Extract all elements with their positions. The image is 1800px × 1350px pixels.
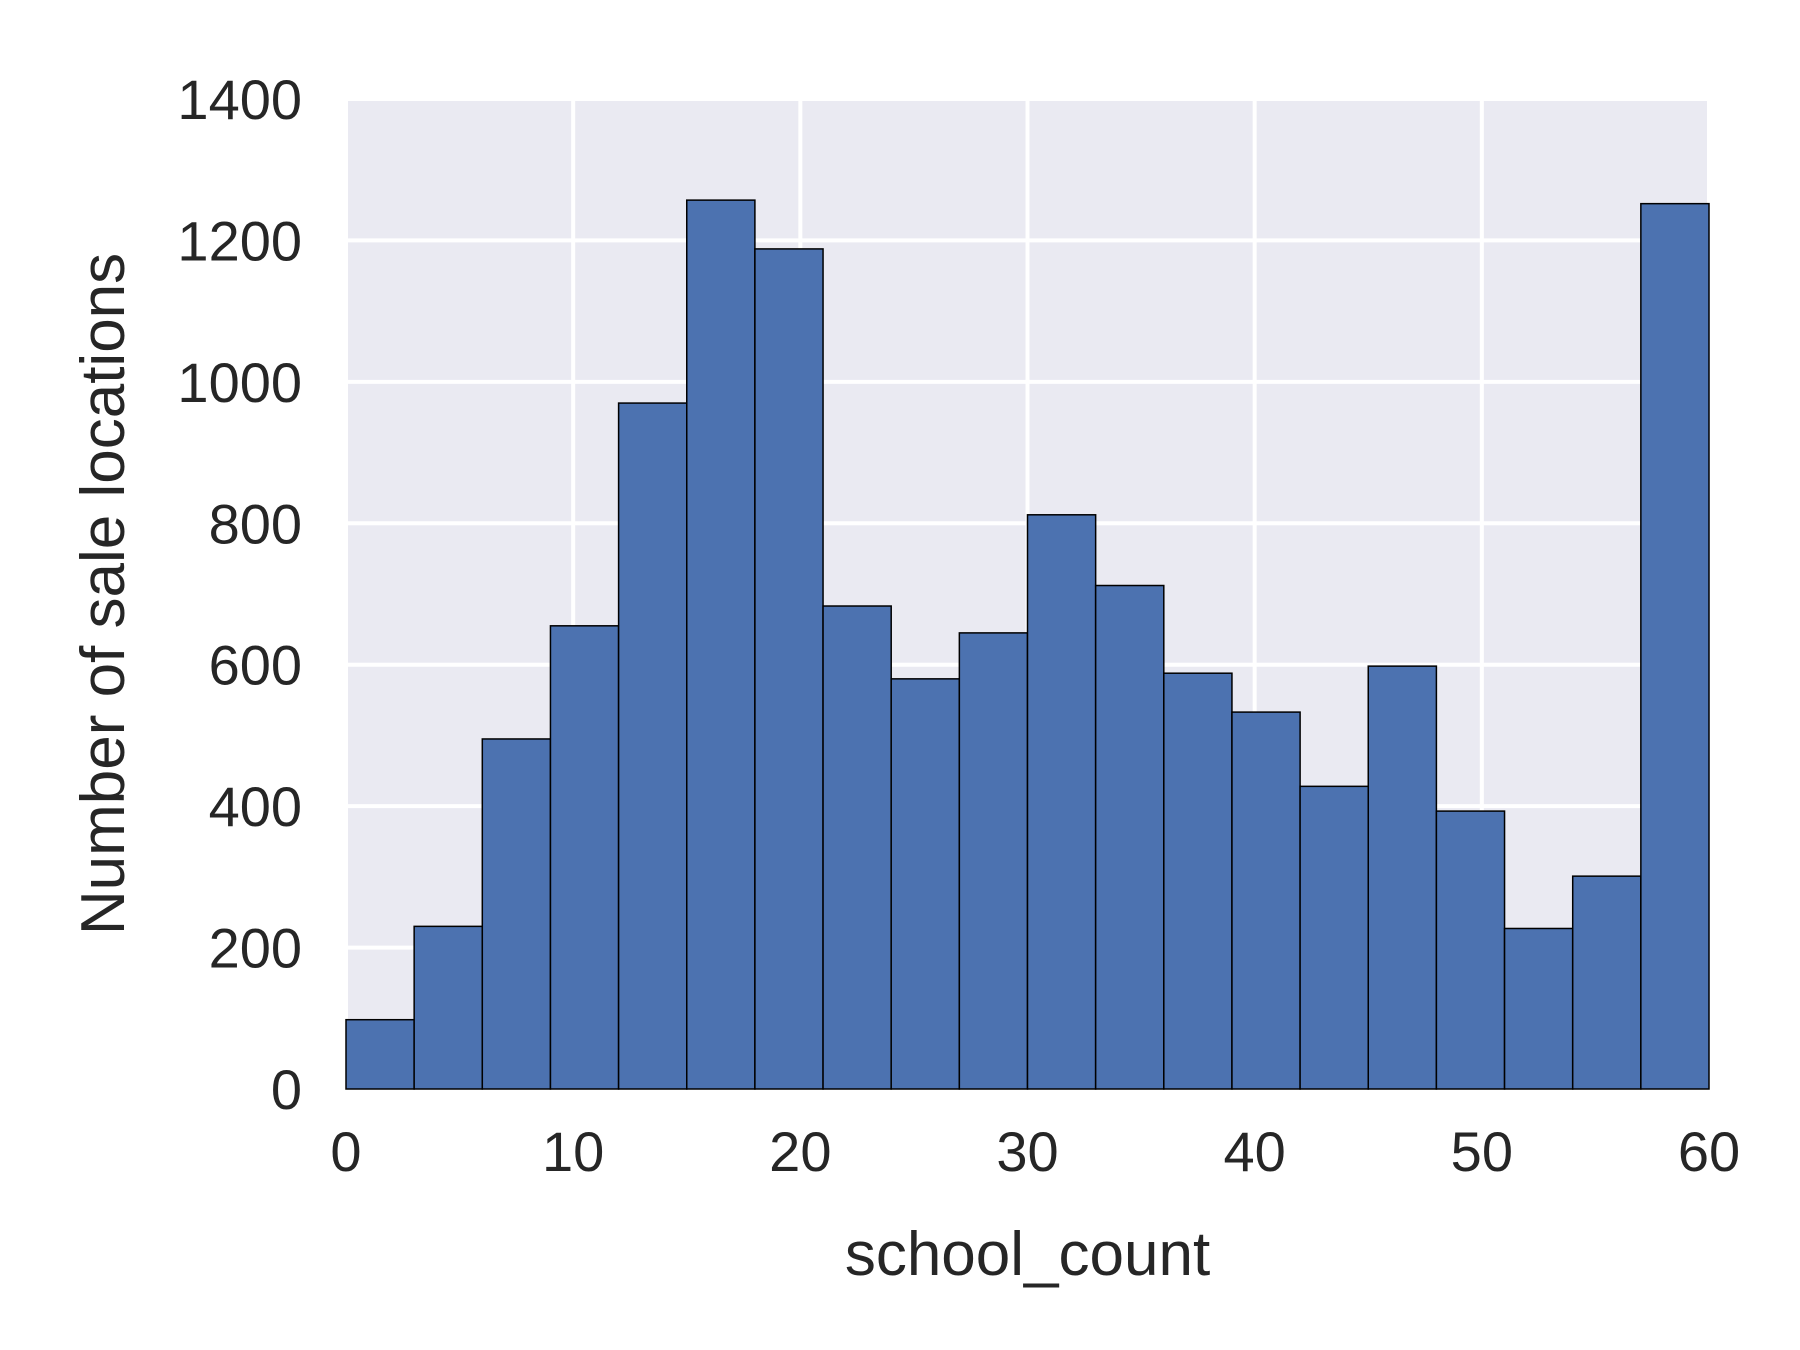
- y-tick-label: 1000: [177, 351, 302, 414]
- histogram-bar: [549, 625, 620, 1090]
- histogram-bar: [481, 738, 552, 1090]
- bars: [345, 199, 1710, 1090]
- y-tick-label: 200: [209, 917, 302, 980]
- y-axis-label: Number of sale locations: [69, 253, 138, 935]
- x-tick-label: 10: [542, 1120, 604, 1183]
- histogram-bar: [1435, 810, 1506, 1090]
- y-tick-label: 800: [209, 492, 302, 555]
- histogram-bar: [958, 632, 1029, 1090]
- x-tick-label: 50: [1451, 1120, 1513, 1183]
- histogram-bar: [1571, 875, 1642, 1090]
- histogram-bar: [1094, 584, 1165, 1090]
- x-tick-label: 30: [996, 1120, 1058, 1183]
- y-tick-label: 600: [209, 634, 302, 697]
- histogram-bar: [1299, 785, 1369, 1090]
- y-tick-label: 400: [209, 775, 302, 838]
- histogram-bar: [890, 678, 961, 1090]
- histogram-bar: [413, 925, 484, 1090]
- histogram-bar: [754, 248, 824, 1090]
- histogram-bar: [1026, 514, 1097, 1090]
- y-tick-label: 0: [271, 1058, 302, 1121]
- histogram-bar: [1503, 927, 1574, 1090]
- histogram-bar: [686, 199, 756, 1090]
- y-tick-label: 1200: [177, 209, 302, 272]
- histogram-bar: [1231, 711, 1301, 1090]
- y-tick-label: 1400: [177, 68, 302, 131]
- histogram-bar: [1367, 665, 1438, 1090]
- x-tick-labels: 0 10 20 30 40 50 60: [330, 1120, 1740, 1183]
- x-axis-label: school_count: [845, 1220, 1210, 1289]
- x-tick-label: 20: [769, 1120, 831, 1183]
- histogram-bar: [345, 1018, 415, 1090]
- x-tick-label: 40: [1224, 1120, 1286, 1183]
- histogram-bar: [1640, 202, 1710, 1090]
- y-tick-labels: 0 200 400 600 800 1000 1200 1400: [177, 68, 302, 1121]
- x-tick-label: 0: [330, 1120, 361, 1183]
- x-tick-label: 60: [1678, 1120, 1740, 1183]
- histogram-bar: [1163, 672, 1233, 1090]
- histogram-bar: [822, 605, 892, 1090]
- histogram-bar: [617, 402, 688, 1090]
